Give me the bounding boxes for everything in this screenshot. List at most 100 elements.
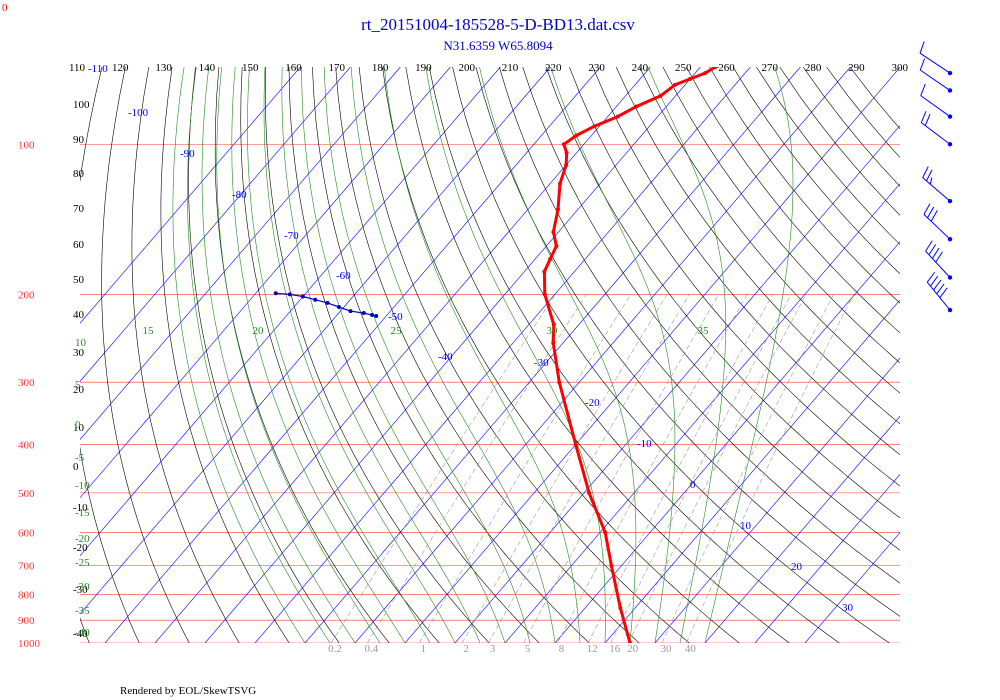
isotherm-label: -30: [534, 357, 549, 369]
mixing-ratio-label: 40: [685, 643, 697, 655]
dry-adiabat: [131, 67, 240, 643]
sounding-traces: [273, 67, 720, 643]
temperature-point: [542, 269, 547, 274]
dry-adiabat: [335, 67, 640, 643]
mixing-ratio-line: [628, 294, 807, 643]
temperature-point: [658, 93, 663, 98]
dry-adiabat-top-label: 130: [155, 62, 172, 74]
dry-adiabat-top-label: 140: [199, 62, 216, 74]
dry-adiabat: [545, 67, 900, 519]
dry-adiabat: [160, 67, 290, 643]
wind-barb-flag: [939, 287, 948, 298]
isotherm-line: [454, 125, 900, 643]
temperature-point: [628, 641, 632, 643]
wind-barb-staff: [922, 177, 951, 202]
wind-barb: [919, 41, 953, 76]
isotherm-line: [654, 357, 900, 643]
dry-adiabat-left-label: 0: [73, 461, 79, 473]
moist-adiabat: [550, 67, 676, 643]
temperature-point: [554, 244, 559, 249]
wind-barb: [920, 83, 953, 119]
wind-barb-flag: [919, 41, 925, 54]
dewpoint-point: [370, 313, 375, 318]
dry-adiabat: [709, 67, 900, 304]
temperature-point: [564, 162, 569, 167]
dry-adiabat-top-label: 190: [415, 62, 432, 74]
isobar-label: 100: [18, 139, 35, 151]
mixing-ratio-line: [587, 294, 773, 643]
dry-adiabat-top-label: 200: [458, 62, 475, 74]
isotherm-line: [354, 67, 851, 643]
dry-adiabat: [358, 67, 690, 643]
wind-barb-flag: [930, 210, 938, 222]
wind-barb: [922, 166, 953, 204]
moist-adiabat-label: 20: [253, 325, 265, 337]
moist-adiabat: [647, 67, 727, 643]
temperature-point: [551, 340, 556, 345]
moist-adiabat: [479, 67, 637, 643]
dry-adiabat: [686, 67, 900, 334]
dry-adiabat: [592, 67, 900, 456]
moist-adiabat: [231, 67, 406, 643]
mixing-ratio-label: 16: [609, 643, 621, 655]
isotherm-line: [80, 67, 401, 440]
isotherm-line: [80, 67, 551, 615]
wind-barb-staff: [919, 69, 951, 91]
moist-adiabat-label: 15: [143, 325, 155, 337]
dewpoint-point: [300, 294, 305, 299]
wind-barb-flag: [926, 169, 933, 182]
moist-adiabat-left-label: 10: [75, 337, 87, 349]
dry-adiabat: [849, 67, 900, 130]
moist-adiabat-left-label: -40: [75, 627, 90, 639]
moist-adiabat-left-label: -5: [75, 452, 85, 464]
mixing-ratio-line: [461, 294, 668, 643]
dry-adiabat: [101, 67, 190, 643]
moist-adiabat-left-label: -15: [75, 507, 90, 519]
isotherm-label: -110: [88, 63, 108, 75]
wind-barb-flag: [925, 240, 933, 252]
temperature-point: [556, 207, 561, 212]
wind-barb-flag: [923, 203, 931, 215]
dry-adiabat-top-label: 260: [718, 62, 735, 74]
isotherm-label: 20: [791, 561, 803, 573]
isotherm-label: -40: [438, 351, 453, 363]
temperature-point: [573, 442, 578, 447]
moist-adiabat-label: 30: [547, 325, 559, 337]
isobar-label: 600: [18, 527, 35, 539]
isotherm-label: 10: [740, 520, 752, 532]
dry-adiabat: [80, 67, 140, 643]
mixing-ratio-label: 30: [661, 643, 673, 655]
isotherm-label: -70: [284, 230, 299, 242]
temperature-point: [587, 490, 592, 495]
wind-barb-flag: [927, 206, 935, 219]
isotherm-label: -60: [336, 270, 351, 282]
dewpoint-point: [273, 291, 278, 296]
isotherm-label: -20: [585, 397, 600, 409]
isotherm-label: 30: [842, 602, 854, 614]
dry-adiabat: [264, 67, 490, 643]
isotherm-line: [80, 67, 351, 382]
temperature-point: [592, 124, 597, 129]
dry-adiabat-left-label: 10: [73, 422, 85, 434]
isotherm-line: [754, 473, 900, 643]
mixing-ratio-line: [523, 294, 720, 643]
isotherm-line: [104, 67, 601, 643]
dewpoint-point: [336, 305, 341, 310]
dry-adiabat-left-label: 90: [73, 134, 85, 146]
dry-adiabat: [312, 67, 590, 643]
moist-adiabat: [172, 67, 306, 643]
dewpoint-point: [348, 309, 353, 314]
wind-barb-flag: [929, 177, 933, 185]
wind-barb: [925, 240, 953, 280]
isotherm-line: [154, 67, 651, 643]
dry-adiabat-top-label: 110: [69, 62, 86, 74]
dry-adiabat: [188, 67, 340, 643]
temperature-point: [673, 82, 678, 87]
axis-labels: 1002003004005006007008009001000-110-100-…: [18, 62, 908, 655]
wind-barb-flag: [930, 275, 939, 287]
temperature-point: [557, 380, 562, 385]
dry-adiabat: [428, 67, 840, 643]
isobar-label: 200: [18, 289, 35, 301]
dewpoint-point: [287, 292, 292, 297]
